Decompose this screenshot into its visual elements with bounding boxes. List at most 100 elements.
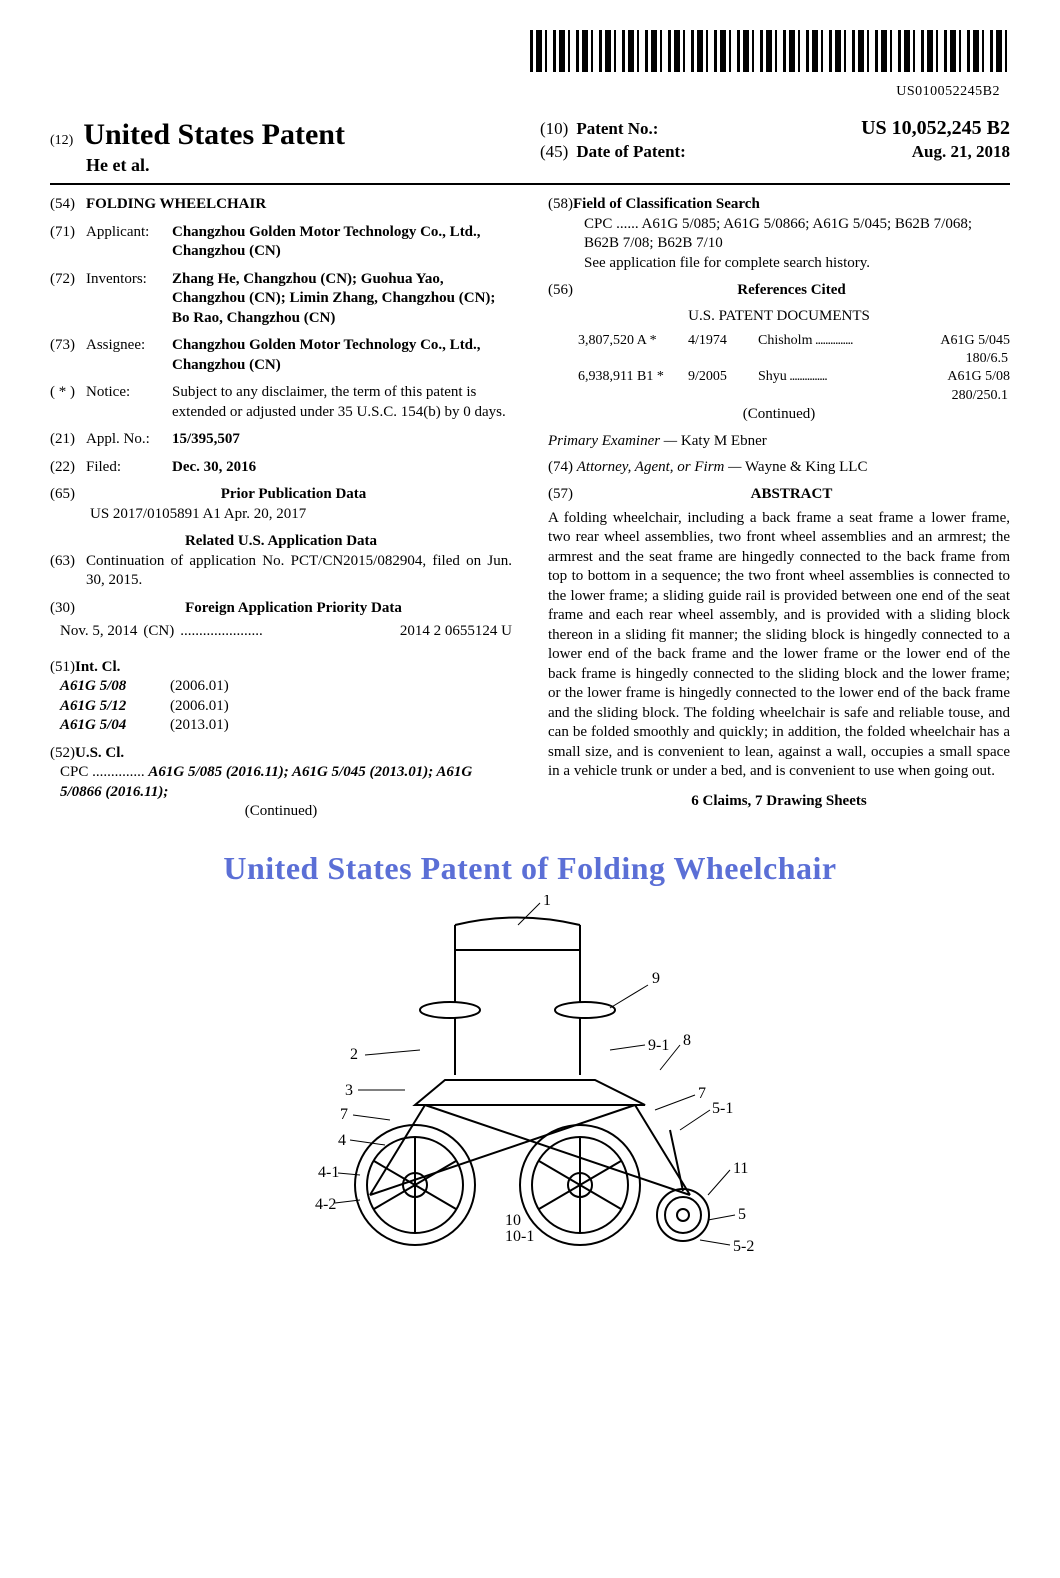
barcode-label: US010052245B2 <box>50 83 1010 101</box>
label-9-1: 9-1 <box>648 1037 669 1054</box>
f58-cpc-label: CPC ...... <box>584 216 639 232</box>
f58-cpc-body: A61G 5/085; A61G 5/0866; A61G 5/045; B62… <box>584 216 972 252</box>
label-8: 8 <box>683 1032 691 1049</box>
code-30: (30) <box>50 599 75 619</box>
code-51: (51) <box>50 658 75 678</box>
label-3: 3 <box>345 1082 353 1099</box>
label-9: 9 <box>652 970 660 987</box>
reference-row: 3,807,520 A * 4/1974 Chisholm A61G 5/045 <box>578 332 1010 350</box>
abstract-text: A folding wheelchair, including a back f… <box>548 509 1010 782</box>
filed-body: Dec. 30, 2016 <box>172 458 512 478</box>
code-54: (54) <box>50 195 86 215</box>
foreign-head: Foreign Application Priority Data <box>75 599 512 619</box>
code-58: (58) <box>548 195 573 215</box>
label-1: 1 <box>543 895 551 909</box>
barcode-row <box>50 30 1010 79</box>
code-12: (12) <box>50 132 73 150</box>
label-4-1: 4-1 <box>318 1164 339 1181</box>
label-5: 5 <box>738 1206 746 1223</box>
notice-label: Notice: <box>86 383 172 422</box>
foreign-date: Nov. 5, 2014 <box>60 622 137 642</box>
applicant-label: Applicant: <box>86 223 172 262</box>
intcl-row: A61G 5/04(2013.01) <box>50 716 512 736</box>
date-label: Date of Patent: <box>576 141 686 163</box>
related-app-head: Related U.S. Application Data <box>50 532 512 552</box>
reference-sub: 280/250.1 <box>578 387 1010 405</box>
code-71: (71) <box>50 223 86 262</box>
code-72: (72) <box>50 270 86 329</box>
label-10-1: 10-1 <box>505 1228 534 1245</box>
left-column: (54) FOLDING WHEELCHAIR (71) Applicant: … <box>50 195 512 830</box>
code-63: (63) <box>50 552 86 591</box>
code-73: (73) <box>50 336 86 375</box>
code-74: (74) <box>548 459 573 475</box>
applno-label: Appl. No.: <box>86 430 172 450</box>
header-right: (10) Patent No.: US 10,052,245 B2 (45) D… <box>520 115 1010 177</box>
body-columns: (54) FOLDING WHEELCHAIR (71) Applicant: … <box>50 195 1010 830</box>
wheelchair-drawing: 1 9 9-1 8 7 5-1 11 5 5-2 2 3 7 4 4-1 4-2… <box>250 895 810 1275</box>
assignee-body: Changzhou Golden Motor Technology Co., L… <box>172 336 512 375</box>
foreign-num: 2014 2 0655124 U <box>400 622 512 642</box>
reference-sub: 180/6.5 <box>578 350 1010 368</box>
references-head: References Cited <box>573 281 1010 301</box>
attorney-body: Wayne & King LLC <box>745 459 868 475</box>
intcl-label: Int. Cl. <box>75 658 120 678</box>
code-10: (10) <box>540 118 568 140</box>
attorney-label: Attorney, Agent, or Firm — <box>577 459 742 475</box>
label-5-1: 5-1 <box>712 1100 733 1117</box>
authors: He et al. <box>50 154 520 177</box>
applno-body: 15/395,507 <box>172 430 512 450</box>
examiner-name: Katy M Ebner <box>681 433 767 449</box>
applicant-body: Changzhou Golden Motor Technology Co., L… <box>172 223 512 262</box>
right-column: (58) Field of Classification Search CPC … <box>548 195 1010 830</box>
assignee-label: Assignee: <box>86 336 172 375</box>
prior-pub-body: US 2017/0105891 A1 Apr. 20, 2017 <box>50 505 512 525</box>
patent-page: US010052245B2 (12) United States Patent … <box>0 0 1060 1292</box>
foreign-country: (CN) <box>137 622 180 642</box>
drawing-wrap: 1 9 9-1 8 7 5-1 11 5 5-2 2 3 7 4 4-1 4-2… <box>50 895 1010 1282</box>
label-10: 10 <box>505 1212 521 1229</box>
intcl-row: A61G 5/12(2006.01) <box>50 697 512 717</box>
foreign-dots: ...................... <box>180 622 400 642</box>
label-4: 4 <box>338 1132 346 1149</box>
code-45: (45) <box>540 141 568 163</box>
code-notice: ( * ) <box>50 383 86 422</box>
prior-pub-head: Prior Publication Data <box>75 485 512 505</box>
f58-note: See application file for complete search… <box>548 254 1010 274</box>
code-65: (65) <box>50 485 75 505</box>
overlay-title: United States Patent of Folding Wheelcha… <box>50 848 1010 890</box>
label-4-2: 4-2 <box>315 1196 336 1213</box>
barcode <box>530 30 1010 72</box>
label-7r: 7 <box>698 1085 706 1102</box>
header-left: (12) United States Patent He et al. <box>50 115 520 177</box>
header-row: (12) United States Patent He et al. (10)… <box>50 115 1010 185</box>
continuation-body: Continuation of application No. PCT/CN20… <box>86 552 512 591</box>
code-57: (57) <box>548 485 573 505</box>
uscl-label: U.S. Cl. <box>75 744 124 764</box>
code-22: (22) <box>50 458 86 478</box>
date-value: Aug. 21, 2018 <box>912 141 1010 163</box>
claims-line: 6 Claims, 7 Drawing Sheets <box>548 792 1010 812</box>
cpc-label: CPC .............. <box>60 764 145 780</box>
page-title: United States Patent <box>83 115 345 154</box>
field-search-label: Field of Classification Search <box>573 195 760 215</box>
abstract-head: ABSTRACT <box>573 485 1010 505</box>
code-21: (21) <box>50 430 86 450</box>
cpc-continued: (Continued) <box>50 802 512 822</box>
patent-no-value: US 10,052,245 B2 <box>861 115 1010 141</box>
label-5-2: 5-2 <box>733 1238 754 1255</box>
patent-no-label: Patent No.: <box>576 118 658 140</box>
inventors-body: Zhang He, Changzhou (CN); Guohua Yao, Ch… <box>172 270 512 329</box>
intcl-row: A61G 5/08(2006.01) <box>50 677 512 697</box>
code-56: (56) <box>548 281 573 301</box>
examiner-label: Primary Examiner — <box>548 433 677 449</box>
label-7l: 7 <box>340 1106 348 1123</box>
reference-row: 6,938,911 B1 * 9/2005 Shyu A61G 5/08 <box>578 368 1010 386</box>
filed-label: Filed: <box>86 458 172 478</box>
label-2: 2 <box>350 1046 358 1063</box>
label-11: 11 <box>733 1160 748 1177</box>
inventors-label: Inventors: <box>86 270 172 329</box>
invention-title: FOLDING WHEELCHAIR <box>86 195 266 215</box>
notice-body: Subject to any disclaimer, the term of t… <box>172 383 512 422</box>
references-sub: U.S. PATENT DOCUMENTS <box>548 307 1010 327</box>
